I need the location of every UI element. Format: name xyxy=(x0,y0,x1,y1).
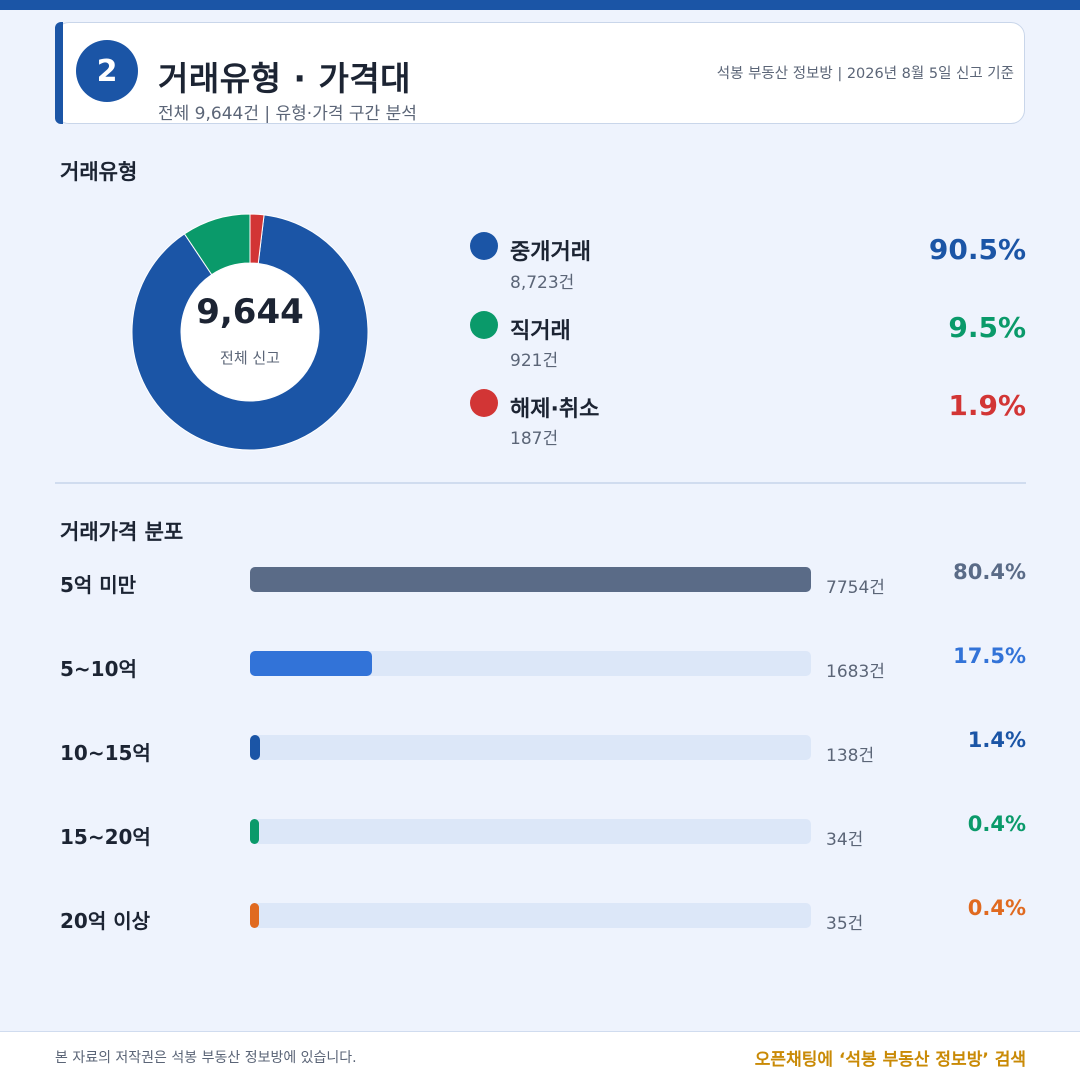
legend-dot-direct xyxy=(470,311,498,339)
donut-slice-cancelled xyxy=(249,213,265,265)
price-row-label: 5억 미만 xyxy=(60,573,137,597)
price-bar-fill xyxy=(250,735,260,760)
donut-total-caption: 전체 신고 xyxy=(220,349,280,367)
legend-pct-brokered: 90.5% xyxy=(928,233,1026,266)
price-section-title: 거래가격 분포 xyxy=(60,520,184,544)
legend-name-cancelled: 해제·취소 xyxy=(510,397,600,422)
price-bar-fill xyxy=(250,819,259,844)
price-row-label: 20억 이상 xyxy=(60,909,150,933)
price-row-pct: 0.4% xyxy=(967,812,1026,836)
donut-slice-brokered xyxy=(131,214,369,451)
price-bar-track xyxy=(250,651,811,676)
price-row-label: 10~15억 xyxy=(60,741,151,765)
footer-bar xyxy=(0,1031,1080,1081)
legend-pct-cancelled: 1.9% xyxy=(948,389,1026,422)
price-bar-track xyxy=(250,903,811,928)
legend-dot-cancelled xyxy=(470,389,498,417)
price-row-count: 7754건 xyxy=(826,578,885,598)
legend-pct-direct: 9.5% xyxy=(948,311,1026,344)
top-accent-bar xyxy=(0,0,1080,10)
legend-count-cancelled: 187건 xyxy=(510,429,559,449)
price-bar-fill xyxy=(250,903,259,928)
price-row-pct: 17.5% xyxy=(953,644,1026,668)
price-row-label: 5~10억 xyxy=(60,657,137,681)
footer-cta: 오픈채팅에 ‘석봉 부동산 정보방’ 검색 xyxy=(754,1050,1026,1070)
price-row-label: 15~20억 xyxy=(60,825,151,849)
legend-dot-brokered xyxy=(470,232,498,260)
legend-name-brokered: 중개거래 xyxy=(510,240,591,265)
legend-count-brokered: 8,723건 xyxy=(510,273,575,293)
price-row-count: 34건 xyxy=(826,830,864,850)
price-row-pct: 1.4% xyxy=(967,728,1026,752)
price-row-count: 138건 xyxy=(826,746,875,766)
type-donut-chart xyxy=(131,213,369,451)
header-card xyxy=(55,22,1025,124)
legend-count-direct: 921건 xyxy=(510,351,559,371)
legend-name-direct: 직거래 xyxy=(510,319,571,344)
header-meta: 석봉 부동산 정보방 | 2026년 8월 5일 신고 기준 xyxy=(716,66,1014,82)
section-divider xyxy=(55,482,1026,484)
page-subtitle: 전체 9,644건 | 유형·가격 구간 분석 xyxy=(158,104,417,124)
donut-total-value: 9,644 xyxy=(196,292,304,332)
header-accent xyxy=(55,22,63,124)
price-row-pct: 0.4% xyxy=(967,896,1026,920)
price-row-pct: 80.4% xyxy=(953,560,1026,584)
price-bar-track xyxy=(250,819,811,844)
price-bar-track xyxy=(250,567,811,592)
type-section-title: 거래유형 xyxy=(60,160,138,184)
footer-copyright: 본 자료의 저작권은 석봉 부동산 정보방에 있습니다. xyxy=(55,1050,357,1066)
price-bar-fill xyxy=(250,651,373,676)
price-bar-fill xyxy=(250,567,811,592)
page-title: 거래유형 · 가격대 xyxy=(158,59,412,98)
price-row-count: 35건 xyxy=(826,914,864,934)
step-badge: 2 xyxy=(76,40,138,102)
price-bar-track xyxy=(250,735,811,760)
donut-hole xyxy=(181,263,319,401)
price-row-count: 1683건 xyxy=(826,662,885,682)
